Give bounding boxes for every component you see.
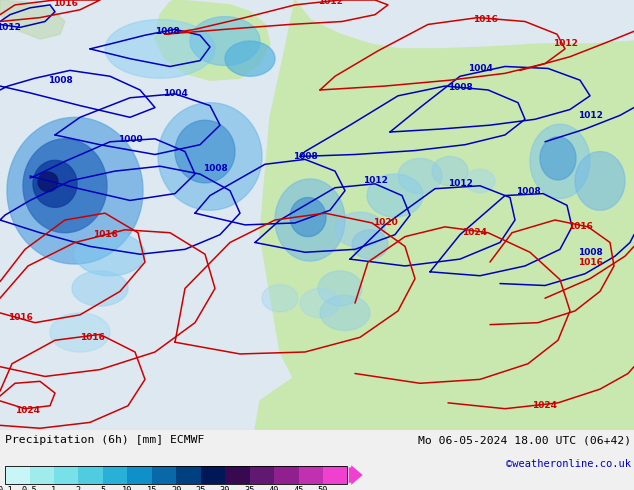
Polygon shape: [72, 271, 128, 306]
Polygon shape: [190, 17, 260, 66]
Polygon shape: [398, 158, 442, 194]
Text: 1016: 1016: [93, 230, 117, 239]
Polygon shape: [225, 41, 275, 76]
Polygon shape: [255, 367, 400, 430]
Bar: [103, 466, 127, 484]
Text: 1012: 1012: [578, 111, 602, 120]
Bar: [30, 466, 54, 484]
Text: 1004: 1004: [467, 64, 493, 73]
Polygon shape: [275, 179, 345, 261]
Polygon shape: [335, 212, 385, 247]
Text: 1016: 1016: [79, 333, 105, 342]
Text: 1004: 1004: [162, 89, 188, 98]
Text: 1008: 1008: [293, 152, 318, 161]
Bar: [299, 466, 323, 484]
Polygon shape: [465, 169, 495, 193]
Polygon shape: [105, 20, 215, 78]
Polygon shape: [540, 137, 576, 180]
Text: 1008: 1008: [48, 75, 72, 85]
Text: 1016: 1016: [578, 258, 602, 267]
Text: 30: 30: [220, 487, 230, 490]
Polygon shape: [367, 174, 423, 217]
Text: 45: 45: [294, 487, 304, 490]
Bar: [201, 466, 225, 484]
Bar: [54, 466, 79, 484]
Polygon shape: [175, 120, 235, 183]
Bar: [127, 466, 152, 484]
Text: 15: 15: [146, 487, 157, 490]
Text: 1012: 1012: [363, 176, 387, 185]
Polygon shape: [158, 103, 262, 210]
Text: 1024: 1024: [533, 401, 557, 410]
Polygon shape: [38, 172, 58, 192]
Text: 1: 1: [51, 487, 56, 490]
Polygon shape: [352, 230, 388, 259]
FancyArrow shape: [349, 465, 363, 485]
Text: 1012: 1012: [0, 23, 20, 32]
Polygon shape: [33, 160, 77, 207]
Text: 50: 50: [318, 487, 328, 490]
Text: ©weatheronline.co.uk: ©weatheronline.co.uk: [506, 459, 631, 469]
Bar: [225, 466, 250, 484]
Polygon shape: [290, 197, 326, 237]
Polygon shape: [0, 0, 65, 39]
Bar: [152, 466, 176, 484]
Text: Precipitation (6h) [mm] ECMWF: Precipitation (6h) [mm] ECMWF: [5, 435, 204, 445]
Text: 40: 40: [269, 487, 280, 490]
Text: 1016: 1016: [567, 222, 592, 231]
Polygon shape: [530, 124, 590, 198]
Bar: [250, 466, 274, 484]
Polygon shape: [260, 0, 634, 430]
Polygon shape: [50, 313, 110, 352]
Bar: [176, 466, 201, 484]
Text: 10: 10: [122, 487, 133, 490]
Bar: [5, 466, 347, 484]
Text: 20: 20: [171, 487, 181, 490]
Text: 1008: 1008: [515, 187, 540, 196]
Polygon shape: [432, 156, 468, 186]
Text: 1008: 1008: [155, 27, 179, 36]
Text: 1012: 1012: [448, 179, 472, 188]
Text: Mo 06-05-2024 18.00 UTC (06+42): Mo 06-05-2024 18.00 UTC (06+42): [418, 435, 631, 445]
Bar: [5, 466, 30, 484]
Text: 25: 25: [195, 487, 206, 490]
Bar: [323, 466, 347, 484]
Text: 1016: 1016: [8, 313, 32, 322]
Text: 1016: 1016: [53, 0, 77, 8]
Bar: [79, 466, 103, 484]
Text: 1008: 1008: [203, 164, 228, 172]
Polygon shape: [575, 151, 625, 210]
Text: 0.5: 0.5: [22, 487, 37, 490]
Bar: [274, 466, 299, 484]
Text: 1008: 1008: [578, 248, 602, 257]
Text: 1012: 1012: [318, 0, 342, 6]
Text: 0.1: 0.1: [0, 487, 13, 490]
Text: 1020: 1020: [373, 219, 398, 227]
Polygon shape: [75, 233, 145, 276]
Polygon shape: [300, 289, 340, 318]
Polygon shape: [318, 271, 362, 306]
Text: 1008: 1008: [448, 83, 472, 93]
Polygon shape: [320, 295, 370, 330]
Polygon shape: [7, 117, 143, 264]
Text: 35: 35: [244, 487, 255, 490]
Text: 1012: 1012: [553, 40, 578, 49]
Text: 1024: 1024: [462, 228, 488, 237]
Text: 2: 2: [76, 487, 81, 490]
Text: 1016: 1016: [472, 15, 498, 24]
Text: 1000: 1000: [118, 135, 142, 145]
Polygon shape: [155, 0, 270, 80]
Text: 1024: 1024: [15, 406, 41, 415]
Text: 5: 5: [100, 487, 105, 490]
Polygon shape: [23, 139, 107, 233]
Polygon shape: [262, 285, 298, 312]
